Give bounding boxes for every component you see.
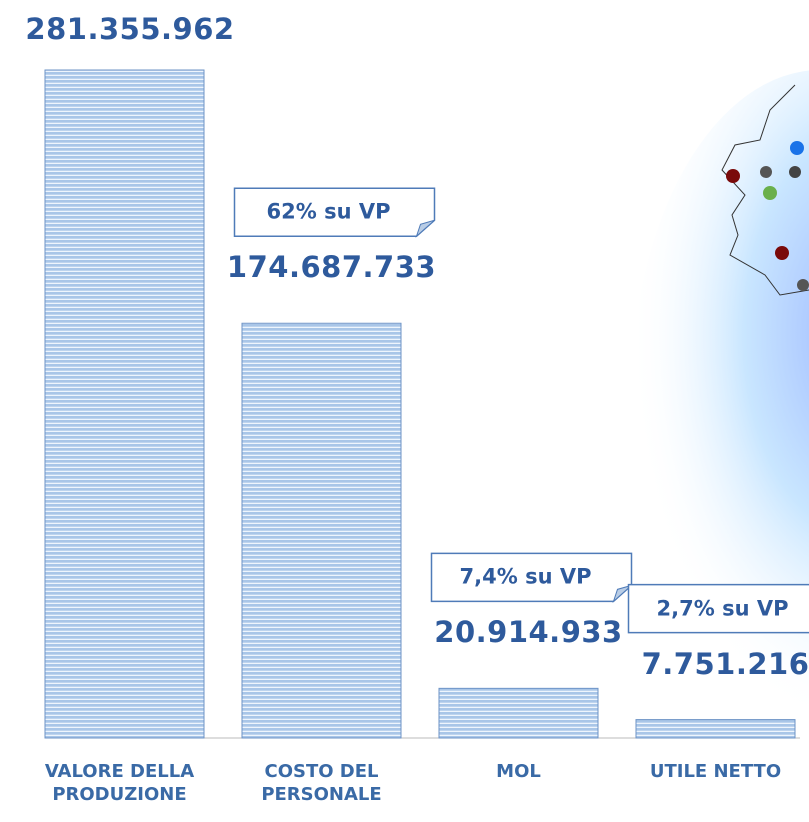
value-label: 20.914.933 xyxy=(434,615,623,650)
background-glow xyxy=(630,70,809,730)
bar xyxy=(635,719,796,739)
bar xyxy=(438,687,599,739)
annotation: 2,7% su VP xyxy=(656,595,789,620)
annotation: 7,4% su VP xyxy=(459,564,592,589)
bar xyxy=(44,69,205,739)
bar xyxy=(241,322,402,739)
x-tick-label: UTILE NETTO xyxy=(649,761,782,782)
map-dots xyxy=(726,141,809,291)
map-outline xyxy=(721,84,809,296)
x-tick-label: MOL xyxy=(496,761,541,782)
x-tick-label: COSTO DEL PERSONALE xyxy=(261,761,382,806)
callout-fold xyxy=(612,584,632,603)
callout-fold xyxy=(415,219,435,238)
callout-box xyxy=(627,583,809,634)
value-label: 281.355.962 xyxy=(25,12,235,47)
x-tick-label: VALORE DELLA PRODUZIONE xyxy=(44,761,195,806)
annotation: 62% su VP xyxy=(266,199,391,224)
value-label: 174.687.733 xyxy=(226,250,437,285)
value-label: 7.751.216 xyxy=(641,646,809,681)
